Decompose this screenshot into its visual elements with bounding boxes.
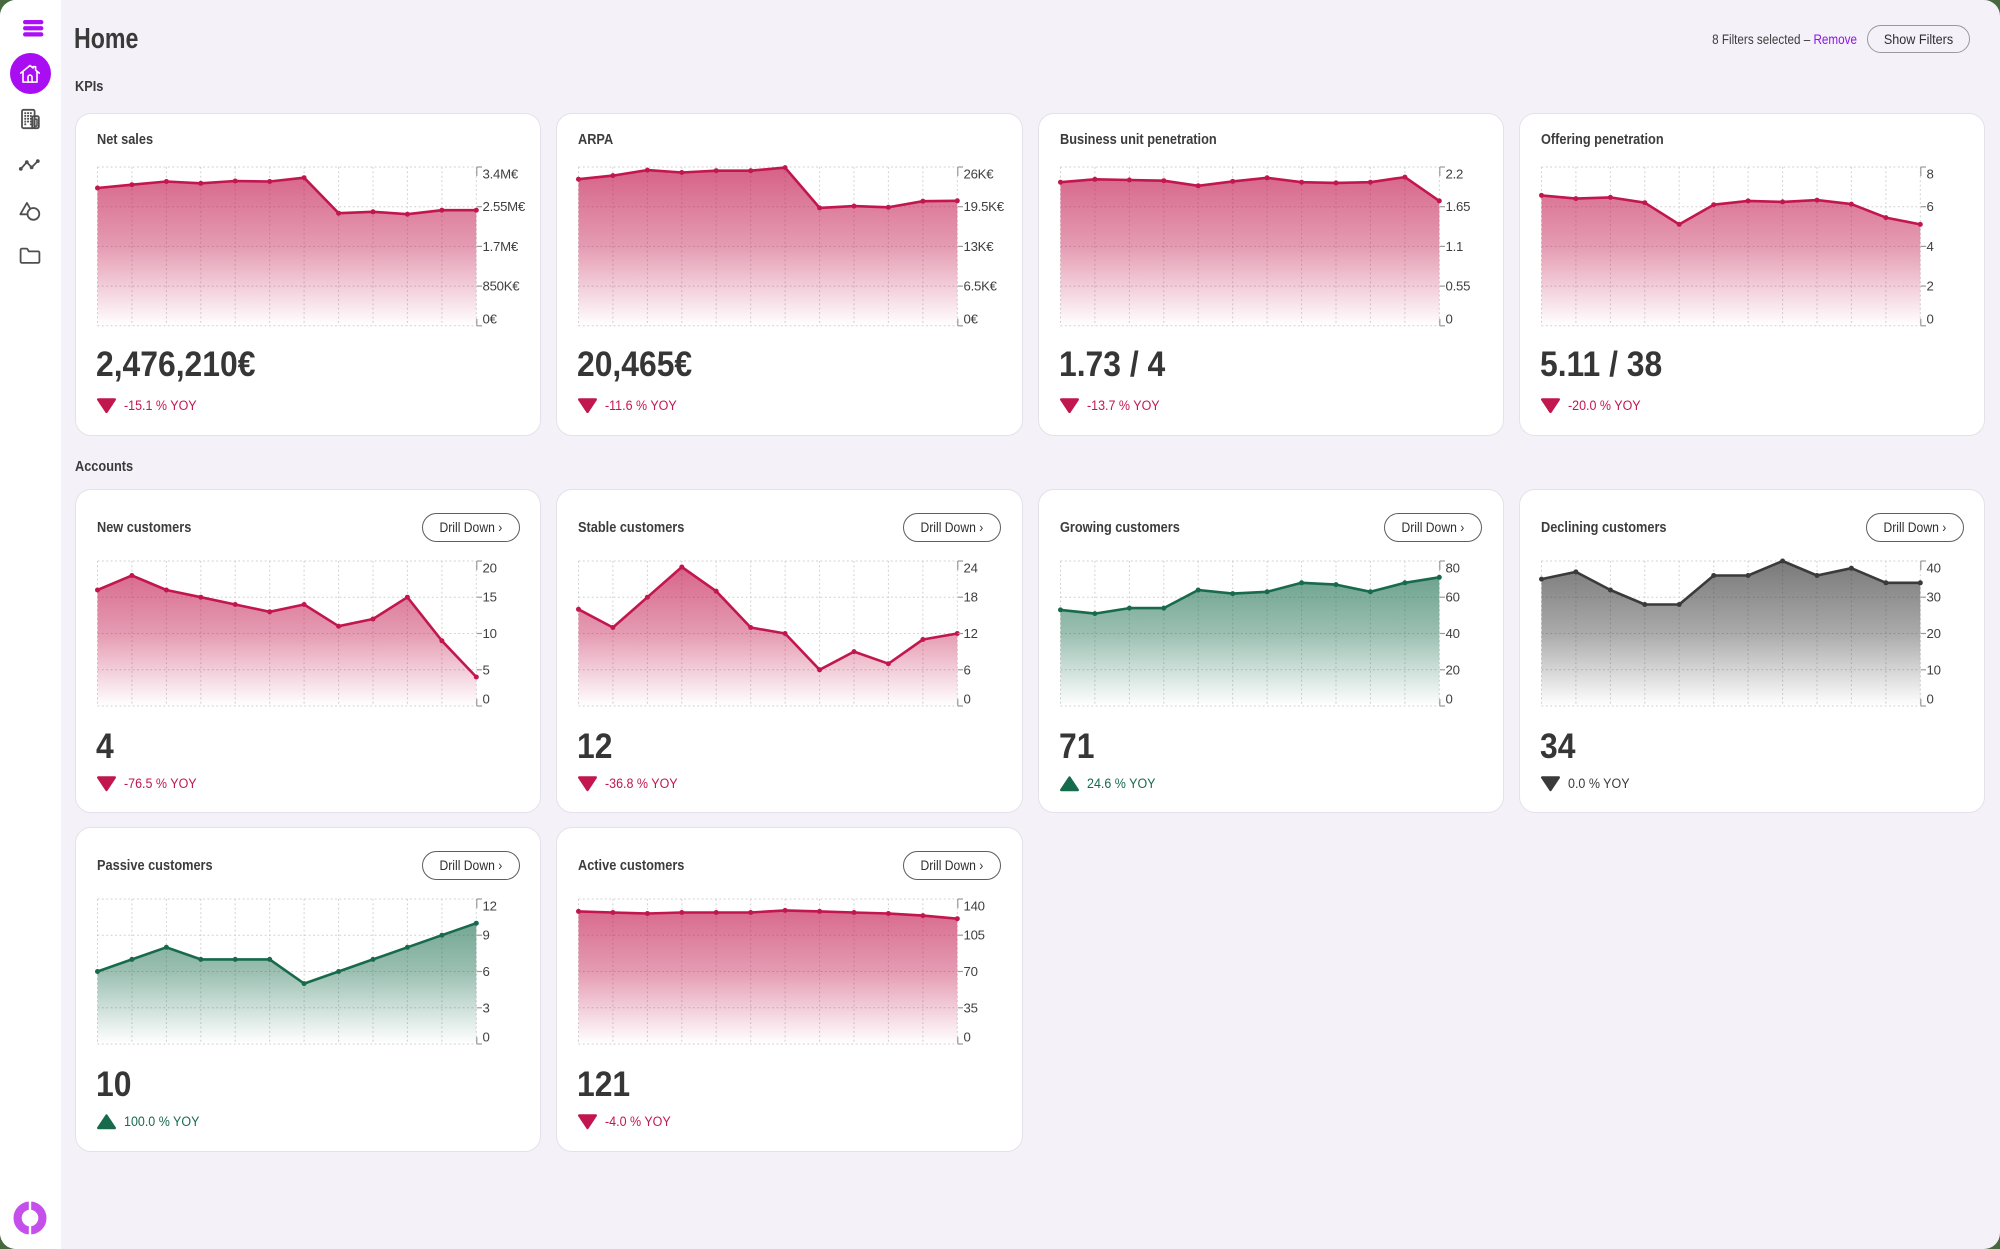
svg-text:2.55M€: 2.55M€ — [483, 199, 526, 214]
svg-text:3: 3 — [483, 1000, 490, 1015]
svg-text:0: 0 — [483, 1030, 490, 1045]
svg-text:70: 70 — [964, 964, 978, 979]
svg-text:6: 6 — [964, 662, 971, 677]
svg-text:12: 12 — [964, 626, 978, 641]
svg-text:140: 140 — [964, 899, 985, 914]
svg-text:0.55: 0.55 — [1445, 279, 1470, 294]
svg-text:6: 6 — [483, 964, 490, 979]
svg-text:40: 40 — [1926, 561, 1940, 576]
svg-text:9: 9 — [483, 928, 490, 943]
svg-text:12: 12 — [483, 899, 497, 914]
svg-text:20: 20 — [1926, 626, 1940, 641]
svg-text:0€: 0€ — [483, 311, 498, 326]
svg-text:0: 0 — [483, 692, 490, 707]
svg-text:0: 0 — [964, 692, 971, 707]
svg-text:18: 18 — [964, 590, 978, 605]
svg-text:0: 0 — [1445, 311, 1452, 326]
svg-text:30: 30 — [1926, 590, 1940, 605]
svg-text:8: 8 — [1926, 167, 1933, 182]
svg-text:0€: 0€ — [964, 311, 979, 326]
svg-text:0: 0 — [1926, 311, 1933, 326]
svg-text:10: 10 — [483, 626, 497, 641]
svg-text:20: 20 — [483, 561, 497, 576]
svg-text:24: 24 — [964, 561, 978, 576]
svg-text:20: 20 — [1445, 662, 1459, 677]
svg-text:35: 35 — [964, 1000, 978, 1015]
svg-text:26K€: 26K€ — [964, 167, 995, 182]
svg-text:10: 10 — [1926, 662, 1940, 677]
svg-text:60: 60 — [1445, 590, 1459, 605]
svg-text:1.1: 1.1 — [1445, 239, 1463, 254]
svg-text:1.7M€: 1.7M€ — [483, 239, 519, 254]
svg-text:2: 2 — [1926, 279, 1933, 294]
svg-text:80: 80 — [1445, 561, 1459, 576]
svg-text:15: 15 — [483, 590, 497, 605]
svg-text:3.4M€: 3.4M€ — [483, 167, 519, 182]
svg-text:1.65: 1.65 — [1445, 199, 1470, 214]
svg-text:0: 0 — [1445, 692, 1452, 707]
svg-text:6: 6 — [1926, 199, 1933, 214]
svg-text:40: 40 — [1445, 626, 1459, 641]
svg-text:13K€: 13K€ — [964, 239, 995, 254]
svg-text:0: 0 — [964, 1030, 971, 1045]
svg-text:19.5K€: 19.5K€ — [964, 199, 1005, 214]
svg-text:105: 105 — [964, 928, 985, 943]
svg-text:5: 5 — [483, 662, 490, 677]
svg-text:850K€: 850K€ — [483, 279, 521, 294]
svg-text:6.5K€: 6.5K€ — [964, 279, 998, 294]
svg-text:0: 0 — [1926, 692, 1933, 707]
svg-text:2.2: 2.2 — [1445, 167, 1463, 182]
svg-text:4: 4 — [1926, 239, 1933, 254]
